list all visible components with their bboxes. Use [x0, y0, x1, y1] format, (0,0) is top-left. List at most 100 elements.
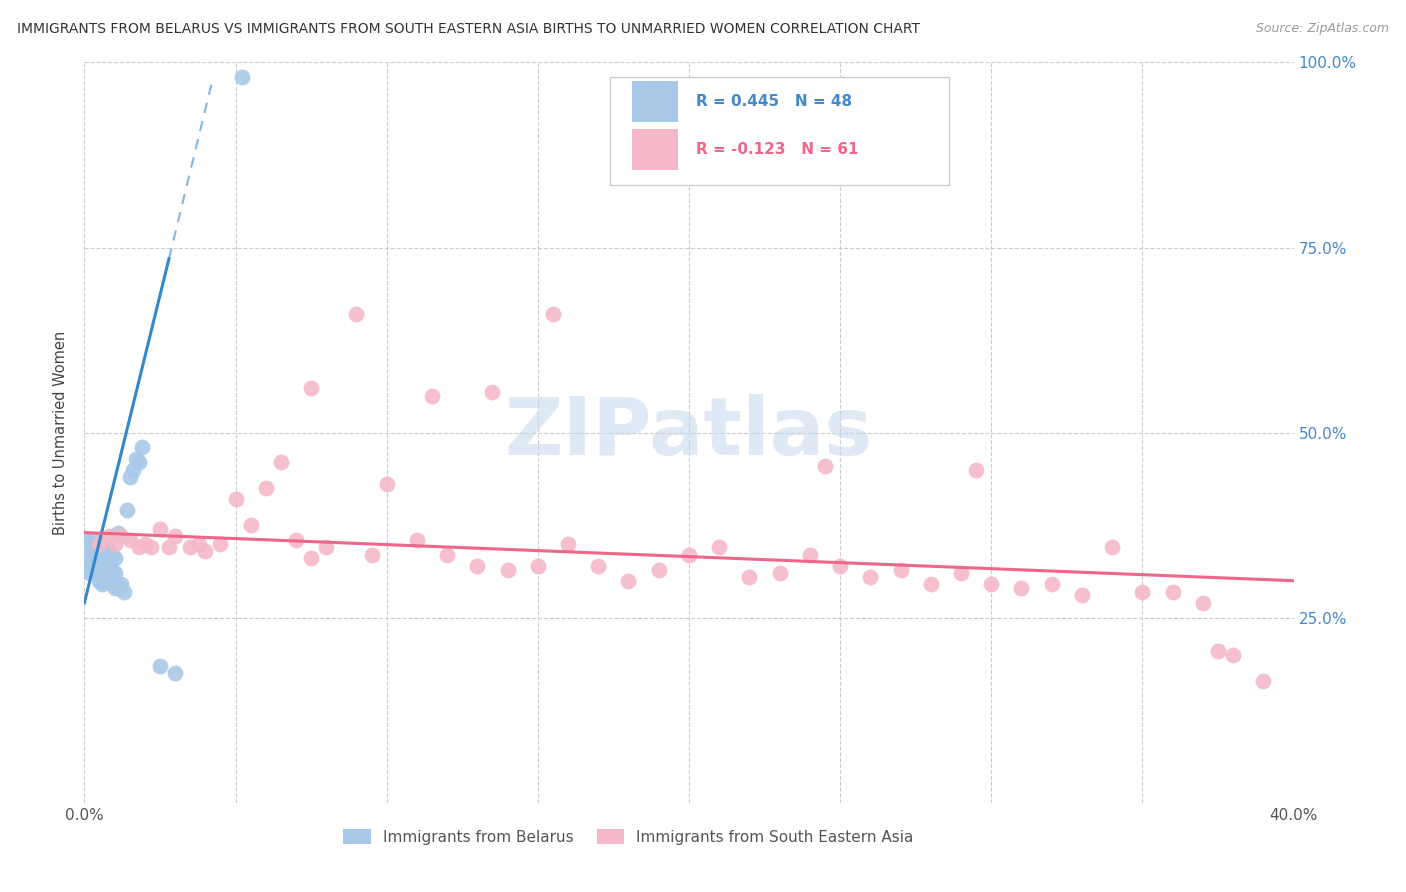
- Point: [557, 536, 579, 550]
- Point: [89, 574, 111, 588]
- Point: [346, 307, 368, 321]
- Point: [209, 536, 232, 550]
- Point: [617, 574, 640, 588]
- Point: [769, 566, 792, 581]
- Point: [188, 536, 211, 550]
- Point: [678, 548, 700, 562]
- Point: [149, 658, 172, 673]
- Point: [86, 551, 108, 566]
- Point: [94, 544, 117, 558]
- Point: [100, 577, 122, 591]
- Point: [97, 544, 120, 558]
- Point: [79, 551, 101, 566]
- Point: [112, 584, 135, 599]
- Point: [86, 555, 108, 569]
- Point: [79, 541, 101, 555]
- Point: [406, 533, 429, 547]
- Point: [118, 470, 141, 484]
- FancyBboxPatch shape: [610, 78, 949, 185]
- Point: [467, 558, 489, 573]
- Point: [1130, 584, 1153, 599]
- Point: [890, 563, 912, 577]
- Point: [1222, 648, 1244, 662]
- Point: [375, 477, 398, 491]
- Point: [97, 529, 120, 543]
- Point: [89, 536, 111, 550]
- Point: [107, 525, 129, 540]
- Point: [165, 666, 187, 681]
- Point: [225, 492, 247, 507]
- Point: [965, 462, 987, 476]
- Point: [110, 529, 132, 543]
- Point: [82, 544, 104, 558]
- Point: [231, 70, 253, 85]
- Point: [1206, 644, 1229, 658]
- Point: [1253, 673, 1275, 688]
- Text: Source: ZipAtlas.com: Source: ZipAtlas.com: [1256, 22, 1389, 36]
- Point: [100, 563, 122, 577]
- Point: [134, 536, 156, 550]
- Point: [1040, 577, 1063, 591]
- Point: [91, 536, 114, 550]
- Point: [82, 548, 104, 562]
- Point: [86, 541, 108, 555]
- Point: [1161, 584, 1184, 599]
- Point: [107, 581, 129, 595]
- Point: [588, 558, 610, 573]
- Point: [82, 555, 104, 569]
- Point: [149, 522, 172, 536]
- Point: [436, 548, 458, 562]
- Point: [97, 558, 120, 573]
- Point: [76, 533, 98, 547]
- Point: [89, 544, 111, 558]
- Point: [541, 307, 564, 321]
- Point: [481, 384, 503, 399]
- Point: [270, 455, 292, 469]
- Point: [104, 566, 127, 581]
- Text: R = -0.123   N = 61: R = -0.123 N = 61: [696, 142, 859, 157]
- Point: [89, 548, 111, 562]
- Point: [110, 577, 132, 591]
- Point: [299, 551, 322, 566]
- Point: [1011, 581, 1033, 595]
- Bar: [633, 81, 678, 121]
- Point: [157, 541, 180, 555]
- Point: [1101, 541, 1123, 555]
- Point: [179, 541, 201, 555]
- Point: [920, 577, 942, 591]
- Point: [254, 481, 277, 495]
- Point: [100, 548, 122, 562]
- Point: [814, 458, 837, 473]
- Point: [118, 533, 141, 547]
- Point: [1192, 596, 1215, 610]
- Point: [125, 451, 148, 466]
- Bar: [633, 129, 678, 169]
- Point: [830, 558, 852, 573]
- Point: [94, 541, 117, 555]
- Point: [239, 518, 262, 533]
- Point: [104, 581, 127, 595]
- Point: [91, 548, 114, 562]
- Point: [131, 441, 153, 455]
- Point: [709, 541, 731, 555]
- Point: [94, 551, 117, 566]
- Point: [104, 536, 127, 550]
- Point: [165, 529, 187, 543]
- Point: [91, 577, 114, 591]
- Point: [104, 551, 127, 566]
- Point: [799, 548, 821, 562]
- Point: [315, 541, 337, 555]
- Point: [1071, 589, 1094, 603]
- Point: [97, 566, 120, 581]
- Point: [420, 388, 443, 402]
- Point: [82, 563, 104, 577]
- Point: [128, 455, 150, 469]
- Point: [738, 570, 761, 584]
- Point: [648, 563, 671, 577]
- Point: [139, 541, 162, 555]
- Point: [94, 566, 117, 581]
- Point: [86, 566, 108, 581]
- Point: [128, 541, 150, 555]
- Point: [79, 558, 101, 573]
- Point: [950, 566, 973, 581]
